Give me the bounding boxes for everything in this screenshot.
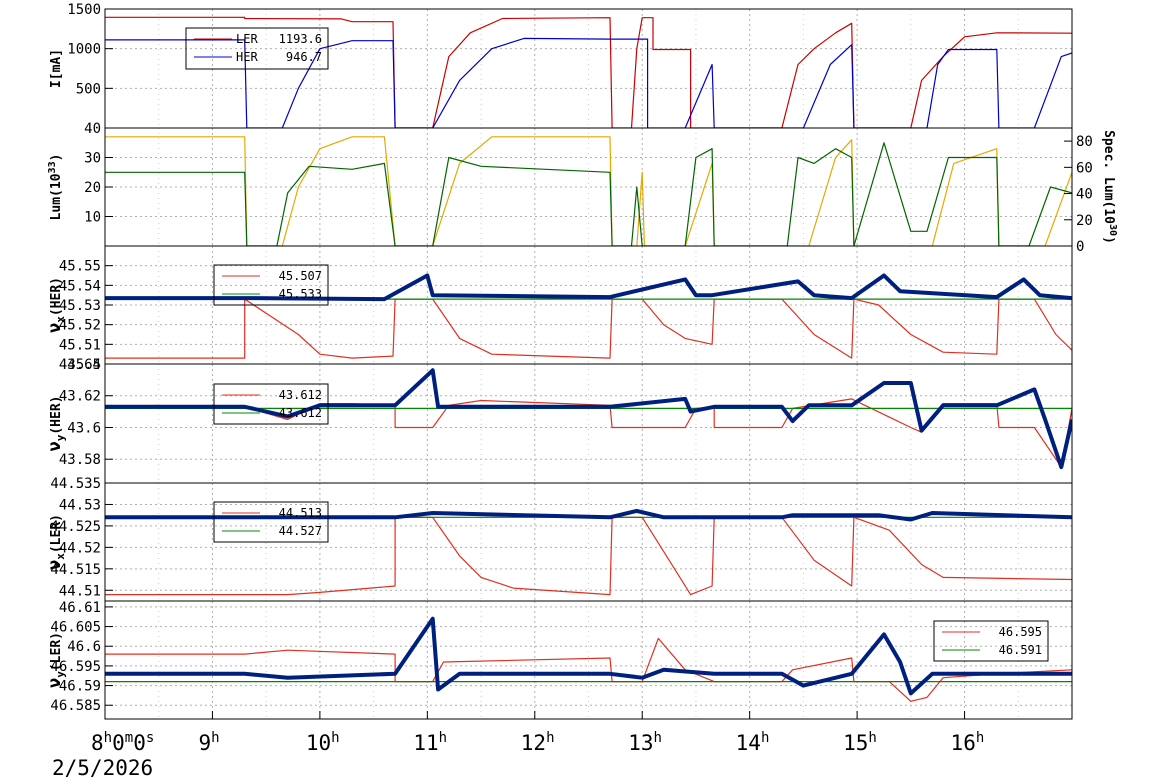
legend-box [185,27,329,70]
panel-nuy_ler: 46.6146.60546.646.59546.5946.58546.59546… [50,600,1073,720]
y-tick-label: 45.51 [59,337,101,353]
y-tick-label: 1500 [67,2,101,18]
legend-box [213,501,329,543]
y-tick-label: 43.62 [59,389,101,405]
y-tick-label: 44.53 [59,497,101,513]
legend-nux_ler: 44.513 44.527 [213,501,329,543]
legend-value: 44.513 [279,506,322,520]
series-group [105,368,1072,470]
x-tick-label: 11h [413,730,447,755]
series-current-HER [105,37,1072,128]
y-tick-label: 46.605 [50,620,101,636]
series-nux_her-meas [105,273,1072,302]
series-nuy_her-meas [105,368,1072,470]
x-tick-label: 15h [843,730,877,755]
y2-axis-label: Spec. Lum(1030) [1101,130,1118,244]
y-axis-label: Lum(1033) [47,154,64,221]
y2-tick-label: 80 [1076,134,1093,150]
y2-tick-label: 40 [1076,187,1093,203]
x-tick-label: 13h [628,730,662,755]
y-tick-label: 43.64 [59,357,101,373]
y-tick-label: 46.595 [50,659,101,675]
series-nuy_ler-meas [105,616,1072,696]
series-luminosity-Lum [105,136,1072,246]
panel-luminosity: 40 30 20 10 80 60 40 20 0 [84,121,1093,255]
series-current-LER [105,16,1072,128]
x-tick-label: 10h [306,730,340,755]
y-tick-label: 10 [84,210,101,226]
y-tick-label: 46.6 [67,639,101,655]
panel-nuy_her: 43.64 43.62 43.6 43.58 43.612 43.612 [59,357,1073,484]
y-tick-label: 46.59 [59,679,101,695]
legend-value: 45.507 [279,269,322,283]
y-tick-label: 45.5 [67,357,101,373]
x-axis: 8h0m0s 9h 10h 11h 12h 13h 14h 15h 16h 2/5/2026 [52,711,984,780]
legend-current: LER 1193.6 HER 946.7 [185,27,329,70]
series-group [105,136,1072,246]
panel-current: 1500 1000 500 LER 1193.6 HER 946.7 [67,2,1073,129]
y-tick-label: 45.52 [59,318,101,334]
y-tick-label: 46.585 [50,698,101,714]
series-nux_her-set [105,298,1072,359]
legend-box [213,264,329,306]
x-tick-label: 14h [736,730,770,755]
legend-box [213,383,329,425]
legend-value: 1193.6 [279,32,322,46]
y-tick-label: 500 [76,81,101,97]
y-tick-label: 40 [84,121,101,137]
series-group [105,16,1072,128]
legend-name: HER [236,50,258,64]
y-tick-label: 44.535 [50,476,101,492]
legend-value: 43.612 [279,406,322,420]
legend-name: LER [236,32,258,46]
y-tick-label: 44.52 [59,540,101,556]
y-tick-label: 44.51 [59,583,101,599]
date-label: 2/5/2026 [52,756,153,780]
y-tick-label: 43.6 [67,420,101,436]
x-tick-label: 12h [521,730,555,755]
series-luminosity-SpecLum [105,142,1072,246]
y-tick-label: 30 [84,151,101,167]
legend-value: 43.612 [279,388,322,402]
x-tick-label: 8h0m0s [91,730,154,755]
y-tick-label: 43.58 [59,452,101,468]
y-tick-label: 20 [84,180,101,196]
y-tick-label: 1000 [67,42,101,58]
series-group [105,508,1072,596]
y2-tick-label: 0 [1076,239,1084,255]
y-axis-label: I[mA] [49,49,64,88]
y2-tick-label: 60 [1076,160,1093,176]
y-axis-label: νy(LER) [45,632,67,688]
legend-box [933,620,1049,662]
legend-value: 44.527 [279,524,322,538]
panel-frame [104,600,1073,720]
y-axis-label: νx(LER) [45,514,67,570]
y-tick-label: 46.61 [59,600,101,616]
legend-nuy_ler: 46.595 46.591 [933,620,1049,662]
panel-nux_her: 45.55 45.54 45.53 45.52 45.51 45.5 45.507 45.53… [59,245,1073,373]
panel-nux_ler: 44.53544.5344.52544.5244.51544.5144.5134… [50,476,1073,602]
legend-value: 45.533 [279,287,322,301]
legend-value: 46.591 [999,643,1042,657]
x-tick-label: 16h [951,730,985,755]
series-group [105,616,1072,702]
legend-nux_her: 45.507 45.533 [213,264,329,306]
y-axis-label: νx(HER) [45,277,67,333]
y-tick-label: 44.525 [50,519,101,535]
legend-value: 46.595 [999,625,1042,639]
y-axis-label: νy(HER) [45,395,67,451]
y-tick-label: 45.54 [59,278,101,294]
series-nux_ler-meas [105,508,1072,522]
series-group [105,273,1072,359]
y-tick-label: 45.55 [59,259,101,275]
legend-nuy_her: 43.612 43.612 [213,383,329,425]
x-tick-label: 9h [198,730,219,755]
legend-value: 946.7 [286,50,322,64]
y2-tick-label: 20 [1076,213,1093,229]
y-tick-label: 45.53 [59,298,101,314]
y-tick-label: 44.515 [50,562,101,578]
